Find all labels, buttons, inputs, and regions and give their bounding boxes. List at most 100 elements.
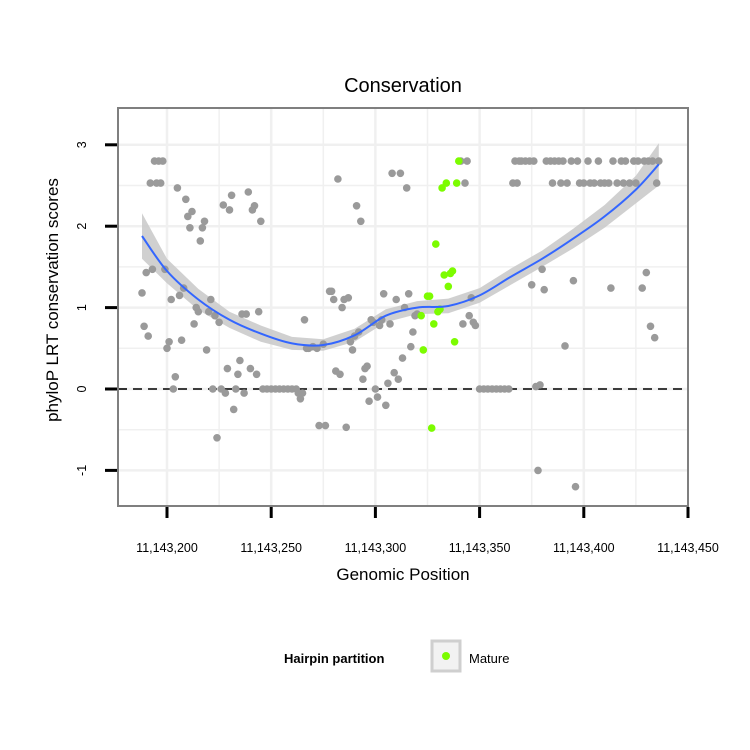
data-point-mature — [417, 311, 426, 320]
data-point — [207, 295, 215, 304]
data-point — [580, 179, 588, 187]
data-point — [234, 370, 242, 379]
data-point — [329, 295, 338, 304]
data-point — [392, 295, 401, 304]
data-point — [571, 482, 580, 491]
data-point — [200, 217, 209, 226]
data-point — [463, 157, 471, 165]
data-point — [144, 332, 152, 340]
data-point — [569, 276, 578, 285]
data-point — [584, 157, 592, 165]
data-point — [390, 368, 399, 377]
data-point — [559, 157, 567, 165]
data-point — [254, 307, 263, 316]
data-point — [461, 179, 469, 187]
data-point — [352, 202, 361, 210]
data-point — [204, 307, 213, 316]
data-point — [346, 338, 355, 346]
data-point — [505, 385, 513, 393]
data-point — [148, 265, 157, 274]
data-point-mature — [455, 157, 463, 165]
data-point — [621, 157, 630, 165]
data-point — [342, 423, 351, 432]
data-point — [315, 421, 323, 430]
data-point — [609, 157, 617, 165]
legend-title: Hairpin partition — [284, 651, 384, 666]
data-point — [386, 320, 394, 328]
legend-key-mature-point — [442, 652, 450, 660]
data-point — [540, 285, 548, 294]
data-point — [605, 179, 613, 187]
x-tick-label: 11,143,250 — [240, 541, 302, 555]
data-point — [236, 356, 244, 365]
data-point — [379, 290, 388, 298]
chart-title: Conservation — [344, 75, 462, 97]
data-point — [244, 188, 253, 196]
data-point-mature — [452, 179, 461, 187]
data-point — [530, 157, 538, 165]
data-point — [371, 385, 380, 393]
x-axis: 11,143,200 11,143,250 11,143,300 11,143,350… — [136, 507, 719, 555]
data-point — [634, 157, 642, 165]
confidence-ribbon-layer — [142, 143, 659, 351]
data-point — [359, 375, 367, 384]
x-tick-label: 11,143,300 — [345, 541, 407, 555]
data-point — [404, 290, 413, 298]
data-point — [188, 207, 196, 216]
legend-label-mature: Mature — [469, 651, 509, 666]
data-point — [396, 169, 405, 178]
data-point — [465, 311, 474, 320]
data-point — [344, 294, 353, 302]
data-point — [163, 344, 171, 353]
data-point — [252, 370, 261, 379]
data-point — [402, 184, 411, 192]
data-point — [298, 389, 307, 397]
data-point — [388, 169, 396, 178]
data-point — [229, 405, 238, 414]
data-point — [384, 379, 392, 388]
data-point — [182, 195, 190, 204]
data-point — [232, 385, 240, 393]
smooth-trend-line — [141, 163, 660, 347]
data-point — [175, 291, 184, 300]
confidence-ribbon — [142, 143, 659, 351]
data-point — [227, 191, 236, 200]
data-point — [186, 224, 194, 232]
data-point — [242, 310, 250, 318]
data-point — [202, 346, 211, 354]
x-tick-label: 11,143,200 — [136, 541, 198, 555]
y-axis: -1 0 1 2 3 — [75, 141, 117, 476]
y-tick-label: 0 — [75, 385, 89, 392]
data-point — [321, 421, 330, 430]
data-point — [194, 307, 203, 316]
data-point-mature — [432, 240, 440, 248]
data-point-mature — [440, 271, 449, 279]
y-tick-label: 3 — [75, 141, 89, 148]
data-point — [373, 393, 382, 401]
data-point — [567, 157, 576, 165]
data-point — [211, 311, 219, 320]
x-tick-label: 11,143,450 — [657, 541, 719, 555]
data-point — [327, 287, 336, 296]
data-point — [573, 157, 582, 165]
data-point — [146, 179, 155, 187]
data-point-mature — [430, 320, 438, 328]
data-point — [536, 381, 544, 389]
y-tick-label: -1 — [75, 465, 89, 476]
data-point — [167, 295, 175, 304]
data-point-mature — [448, 267, 457, 275]
data-point — [613, 179, 621, 187]
data-point — [221, 389, 230, 397]
data-point — [382, 401, 390, 410]
data-point — [363, 362, 371, 371]
data-point — [590, 179, 598, 187]
data-point — [190, 320, 198, 328]
data-point — [171, 373, 180, 381]
data-point — [594, 157, 603, 165]
data-point — [394, 375, 403, 384]
data-point-mature — [419, 346, 428, 354]
data-point — [250, 202, 259, 210]
data-point — [246, 364, 255, 373]
data-point — [257, 217, 265, 226]
data-point — [209, 385, 217, 393]
